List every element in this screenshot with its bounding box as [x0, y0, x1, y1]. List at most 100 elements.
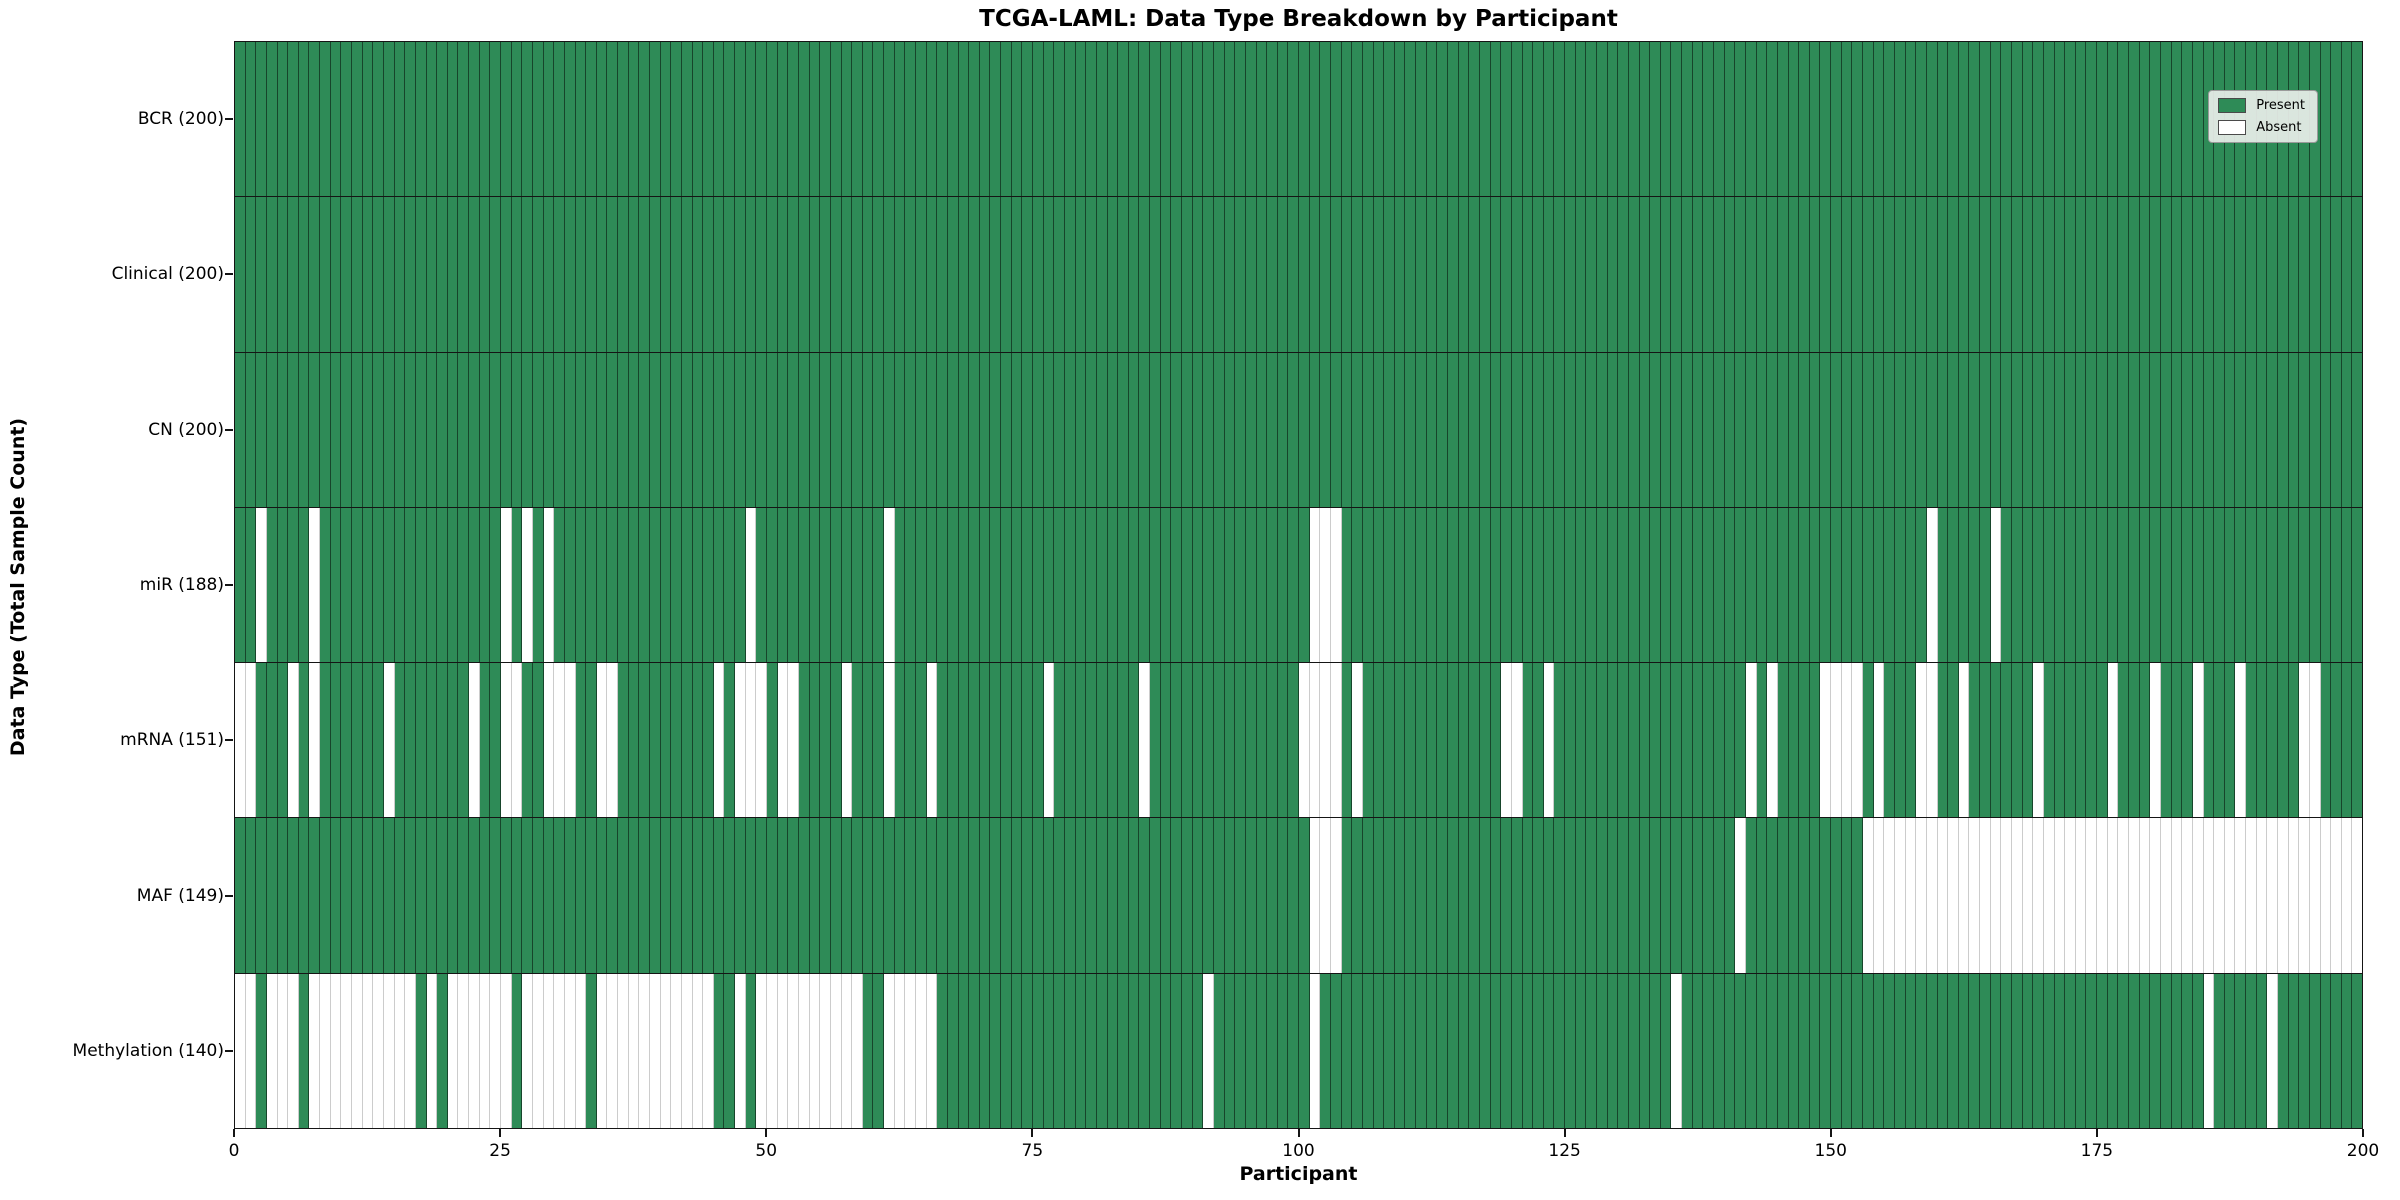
- cell: [426, 42, 438, 197]
- cell: [1437, 42, 1449, 197]
- cell: [916, 663, 927, 818]
- cell: [1905, 663, 1917, 818]
- cell: [1405, 973, 1417, 1128]
- cell: [1277, 663, 1289, 818]
- cell: [1022, 197, 1034, 352]
- cell: [873, 42, 885, 197]
- cell: [1639, 663, 1651, 818]
- cell: [2352, 973, 2363, 1128]
- cell: [1182, 663, 1193, 818]
- cell: [1745, 818, 1757, 973]
- cell: [1288, 663, 1300, 818]
- cell: [2097, 507, 2108, 663]
- cell: [1543, 352, 1555, 507]
- cell: [1756, 197, 1768, 352]
- cell: [1671, 973, 1683, 1128]
- cell: [777, 507, 789, 663]
- cell: [1841, 42, 1853, 197]
- x-tick-mark: [233, 1129, 235, 1137]
- cell: [1618, 973, 1629, 1128]
- cell: [1182, 197, 1193, 352]
- cell: [2022, 197, 2034, 352]
- cell: [1288, 352, 1300, 507]
- cell: [1426, 973, 1438, 1128]
- cell: [2118, 818, 2130, 973]
- cell: [1565, 663, 1576, 818]
- cell: [1341, 818, 1353, 973]
- cell: [947, 197, 959, 352]
- cell: [607, 197, 619, 352]
- cell: [1479, 197, 1491, 352]
- cell: [490, 663, 502, 818]
- cell: [1362, 352, 1374, 507]
- cell: [1671, 197, 1683, 352]
- cell: [2011, 507, 2023, 663]
- cell: [1086, 818, 1097, 973]
- cell: [1607, 663, 1619, 818]
- cell: [1831, 507, 1842, 663]
- cell: [1767, 352, 1778, 507]
- cell: [1235, 973, 1246, 1128]
- cell: [1373, 973, 1385, 1128]
- cell: [479, 507, 491, 663]
- cell: [1554, 352, 1566, 507]
- cell: [1714, 507, 1725, 663]
- cell: [564, 973, 576, 1128]
- cell: [479, 663, 491, 818]
- cell: [1277, 197, 1289, 352]
- cell: [2331, 197, 2342, 352]
- cell: [1320, 973, 1331, 1128]
- cell: [1384, 507, 1395, 663]
- cell: [1160, 507, 1172, 663]
- cell: [916, 507, 927, 663]
- cell: [1852, 818, 1864, 973]
- cell: [1267, 352, 1278, 507]
- cell: [1969, 663, 1981, 818]
- cell: [1437, 507, 1449, 663]
- cell: [2246, 818, 2257, 973]
- cell: [1107, 507, 1119, 663]
- cell: [618, 973, 629, 1128]
- cell: [1724, 663, 1736, 818]
- cell: [660, 197, 672, 352]
- cell: [1724, 973, 1736, 1128]
- cell: [1150, 818, 1161, 973]
- cell: [277, 507, 289, 663]
- cell: [1809, 197, 1821, 352]
- cell: [532, 818, 544, 973]
- cell: [1522, 42, 1534, 197]
- cell: [1309, 818, 1321, 973]
- cell: [1990, 663, 2002, 818]
- cell: [2331, 352, 2342, 507]
- cell: [564, 352, 576, 507]
- x-tick-label-0: 0: [228, 1141, 240, 1161]
- cell: [341, 197, 353, 352]
- cell: [1139, 352, 1151, 507]
- cell: [2182, 352, 2193, 507]
- cell: [1373, 663, 1385, 818]
- cell: [905, 197, 916, 352]
- cell: [1575, 507, 1587, 663]
- cell: [777, 818, 789, 973]
- cell: [352, 663, 363, 818]
- cell: [1522, 507, 1534, 663]
- cell: [2235, 663, 2247, 818]
- cell: [1309, 42, 1321, 197]
- cell: [2118, 507, 2130, 663]
- cell: [1894, 352, 1906, 507]
- cell: [2192, 507, 2204, 663]
- cell: [1863, 818, 1874, 973]
- cell: [1703, 818, 1715, 973]
- cell: [1958, 973, 1970, 1128]
- cell: [788, 818, 799, 973]
- cell: [767, 663, 778, 818]
- cell: [447, 973, 459, 1128]
- cell: [1022, 507, 1034, 663]
- cell: [2097, 352, 2108, 507]
- cell: [1373, 42, 1385, 197]
- cell: [1533, 507, 1544, 663]
- cell: [852, 197, 863, 352]
- cell: [415, 973, 427, 1128]
- cell: [415, 663, 427, 818]
- cell: [1905, 507, 1917, 663]
